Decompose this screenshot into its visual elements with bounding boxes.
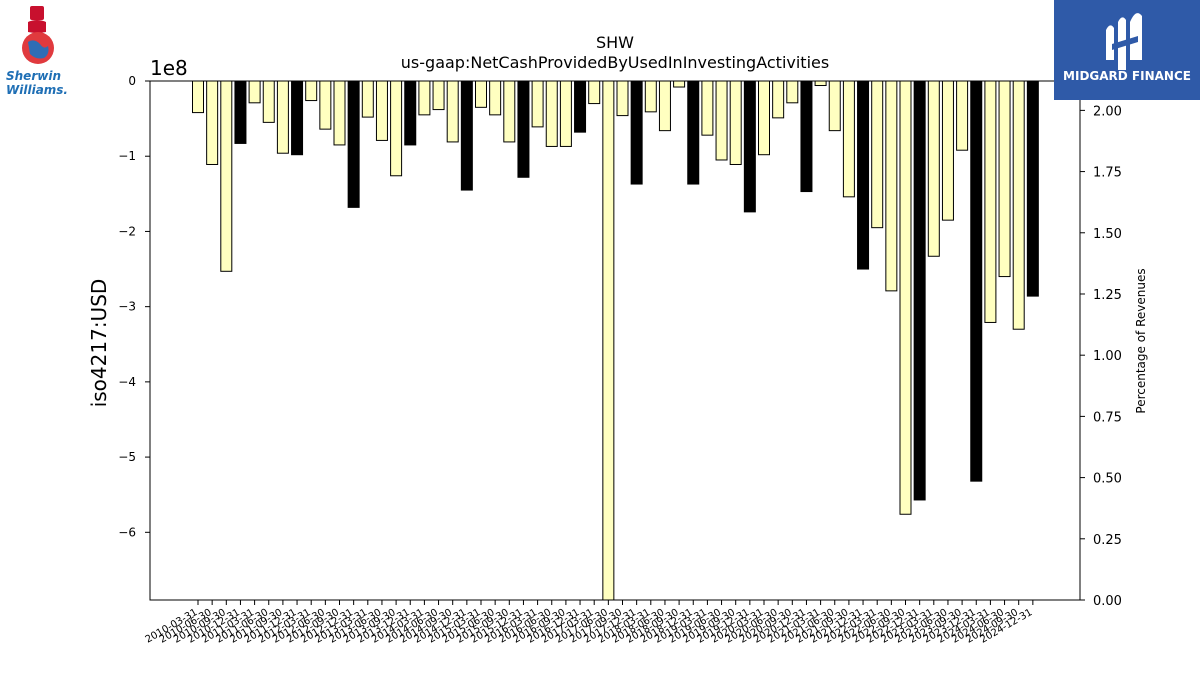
globe-land-icon bbox=[28, 40, 49, 59]
bar-2023-09-30 bbox=[956, 80, 969, 151]
chart-subtitle: us-gaap:NetCashProvidedByUsedInInvesting… bbox=[401, 53, 829, 72]
bar-2019-09-30 bbox=[729, 80, 742, 165]
bar-2021-06-30 bbox=[828, 80, 841, 132]
y-tick-label: −2 bbox=[118, 224, 136, 238]
bar-2010-09-30 bbox=[220, 80, 233, 272]
y-offset-label: 1e8 bbox=[150, 56, 188, 80]
y2-axis-label: Percentage of Revenues bbox=[1134, 268, 1148, 413]
paint-drip-icon bbox=[28, 20, 46, 33]
bar-2018-09-30 bbox=[673, 80, 686, 88]
bar-2022-03-31 bbox=[871, 80, 884, 229]
y2-tick-label: 0.00 bbox=[1093, 594, 1122, 609]
bar-2016-12-31 bbox=[574, 80, 587, 133]
y2-tick-label: 0.50 bbox=[1093, 472, 1122, 487]
bar-2020-12-31 bbox=[800, 80, 813, 193]
y2-ticks-group: 0.00 0.25 0.50 0.75 1.00 1.25 1.50 1.75 2.00 bbox=[1080, 104, 1122, 609]
bar-2013-06-30 bbox=[375, 80, 388, 141]
y-tick-label: −3 bbox=[118, 300, 136, 314]
y2-tick-label: 0.25 bbox=[1093, 533, 1122, 548]
bar-2014-12-31 bbox=[460, 80, 473, 191]
bar-2017-12-31 bbox=[630, 80, 643, 185]
bars-group bbox=[192, 80, 1039, 601]
bar-2014-03-31 bbox=[418, 80, 431, 116]
bar-2015-12-31 bbox=[517, 80, 530, 178]
bar-2015-03-31 bbox=[475, 80, 487, 108]
bar-2016-03-31 bbox=[531, 80, 544, 128]
bar-2012-03-31 bbox=[305, 80, 318, 102]
bar-2022-12-31 bbox=[913, 80, 926, 501]
y-tick-label: −1 bbox=[118, 149, 136, 163]
bar-2021-09-30 bbox=[842, 80, 855, 198]
y-tick-label: −5 bbox=[118, 450, 136, 464]
bar-2023-12-31 bbox=[970, 80, 983, 482]
bar-2019-06-30 bbox=[715, 80, 728, 161]
bar-2021-12-31 bbox=[857, 80, 870, 270]
bar-2020-06-30 bbox=[772, 80, 785, 119]
brand-line2: Williams. bbox=[6, 83, 68, 97]
bar-2015-09-30 bbox=[503, 80, 516, 143]
midgard-name: MIDGARD FINANCE bbox=[1063, 69, 1191, 83]
bar-2012-12-31 bbox=[347, 80, 360, 208]
bar-2015-06-30 bbox=[489, 80, 502, 116]
bar-2017-06-30 bbox=[602, 80, 615, 601]
midgard-mark-icon bbox=[1106, 13, 1142, 70]
bar-2012-06-30 bbox=[319, 80, 332, 130]
bar-2024-03-31 bbox=[984, 80, 997, 323]
bar-2014-06-30 bbox=[432, 80, 445, 111]
bar-2011-09-30 bbox=[276, 80, 289, 154]
bar-2012-09-30 bbox=[333, 80, 346, 146]
x-ticks-group: 2010-03-312010-06-302010-09-302010-12-31… bbox=[144, 600, 1034, 646]
bar-2018-06-30 bbox=[658, 80, 671, 132]
bar-2013-09-30 bbox=[390, 80, 403, 177]
bar-2010-03-31 bbox=[192, 80, 204, 114]
bar-2022-09-30 bbox=[899, 80, 912, 515]
bar-2016-06-30 bbox=[545, 80, 558, 147]
bar-2023-06-30 bbox=[941, 80, 954, 221]
bar-2019-12-31 bbox=[743, 80, 756, 213]
chart-title: SHW bbox=[596, 33, 634, 52]
bar-2021-03-31 bbox=[814, 80, 827, 87]
y2-tick-label: 1.00 bbox=[1093, 349, 1122, 364]
bar-2016-09-30 bbox=[559, 80, 572, 147]
y2-tick-label: 2.00 bbox=[1093, 104, 1122, 119]
y2-tick-label: 1.50 bbox=[1093, 227, 1122, 242]
bar-2018-12-31 bbox=[687, 80, 700, 185]
brand-line1: Sherwin bbox=[6, 69, 61, 83]
bar-2010-12-31 bbox=[234, 80, 247, 144]
bar-2024-06-30 bbox=[998, 80, 1011, 278]
bar-2020-03-31 bbox=[758, 80, 770, 156]
bar-2011-12-31 bbox=[291, 80, 304, 156]
bar-2010-06-30 bbox=[206, 80, 219, 165]
bar-2014-09-30 bbox=[446, 80, 459, 143]
bar-2020-09-30 bbox=[786, 80, 799, 104]
paint-can-icon bbox=[30, 6, 44, 20]
bar-2011-03-31 bbox=[248, 80, 261, 104]
bar-2018-03-31 bbox=[644, 80, 657, 113]
bar-2017-09-30 bbox=[616, 80, 629, 117]
bar-2011-06-30 bbox=[262, 80, 275, 123]
bar-2013-12-31 bbox=[404, 80, 417, 146]
bar-2013-03-31 bbox=[361, 80, 374, 118]
bar-2024-12-31 bbox=[1026, 80, 1039, 297]
y-tick-label: −6 bbox=[118, 525, 136, 539]
plot-frame bbox=[149, 80, 1081, 601]
sherwin-williams-logo: Sherwin Williams. bbox=[4, 4, 74, 100]
y-axis-label: iso4217:USD bbox=[87, 279, 111, 408]
y-tick-label: −4 bbox=[118, 375, 136, 389]
bar-2024-09-30 bbox=[1012, 80, 1025, 330]
bar-2019-03-31 bbox=[701, 80, 714, 136]
y2-tick-label: 0.75 bbox=[1093, 410, 1122, 425]
y2-tick-label: 1.25 bbox=[1093, 288, 1122, 303]
bar-2022-06-30 bbox=[885, 80, 898, 292]
y-ticks-group: 0 −1 −2 −3 −4 −5 −6 bbox=[118, 74, 150, 539]
y2-tick-label: 1.75 bbox=[1093, 166, 1122, 181]
y-tick-label: 0 bbox=[128, 74, 136, 88]
midgard-finance-logo: MIDGARD FINANCE bbox=[1054, 0, 1200, 100]
bar-2017-03-31 bbox=[588, 80, 601, 105]
bar-2023-03-31 bbox=[927, 80, 940, 257]
